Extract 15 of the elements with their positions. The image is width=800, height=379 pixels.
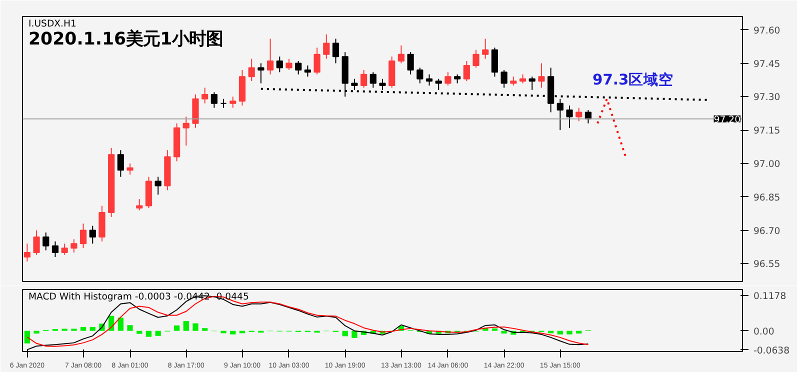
y-tick-label: 96.85 <box>754 192 780 204</box>
text: 2020.1.16美元1小时图 <box>28 28 224 50</box>
y-tick-label: -0.0638 <box>754 345 790 356</box>
y-tick-label: 0.1178 <box>754 291 786 302</box>
ref-line-label: 97.20 <box>714 114 741 126</box>
y-tick-label: 97.30 <box>754 92 780 104</box>
y-tick-label: 0.00 <box>754 326 774 338</box>
y-tick-label: 97.15 <box>754 126 780 137</box>
y-tick-label: 96.55 <box>754 259 780 270</box>
y-tick-label: 97.00 <box>754 158 780 170</box>
y-tick-label: 97.45 <box>754 58 780 70</box>
y-tick-label: 96.70 <box>754 226 780 237</box>
chart-subtitle: I.USDX.H1 <box>28 18 77 30</box>
annotation: 97.3区域空 <box>592 70 674 88</box>
y-tick-label: 97.60 <box>754 25 780 36</box>
